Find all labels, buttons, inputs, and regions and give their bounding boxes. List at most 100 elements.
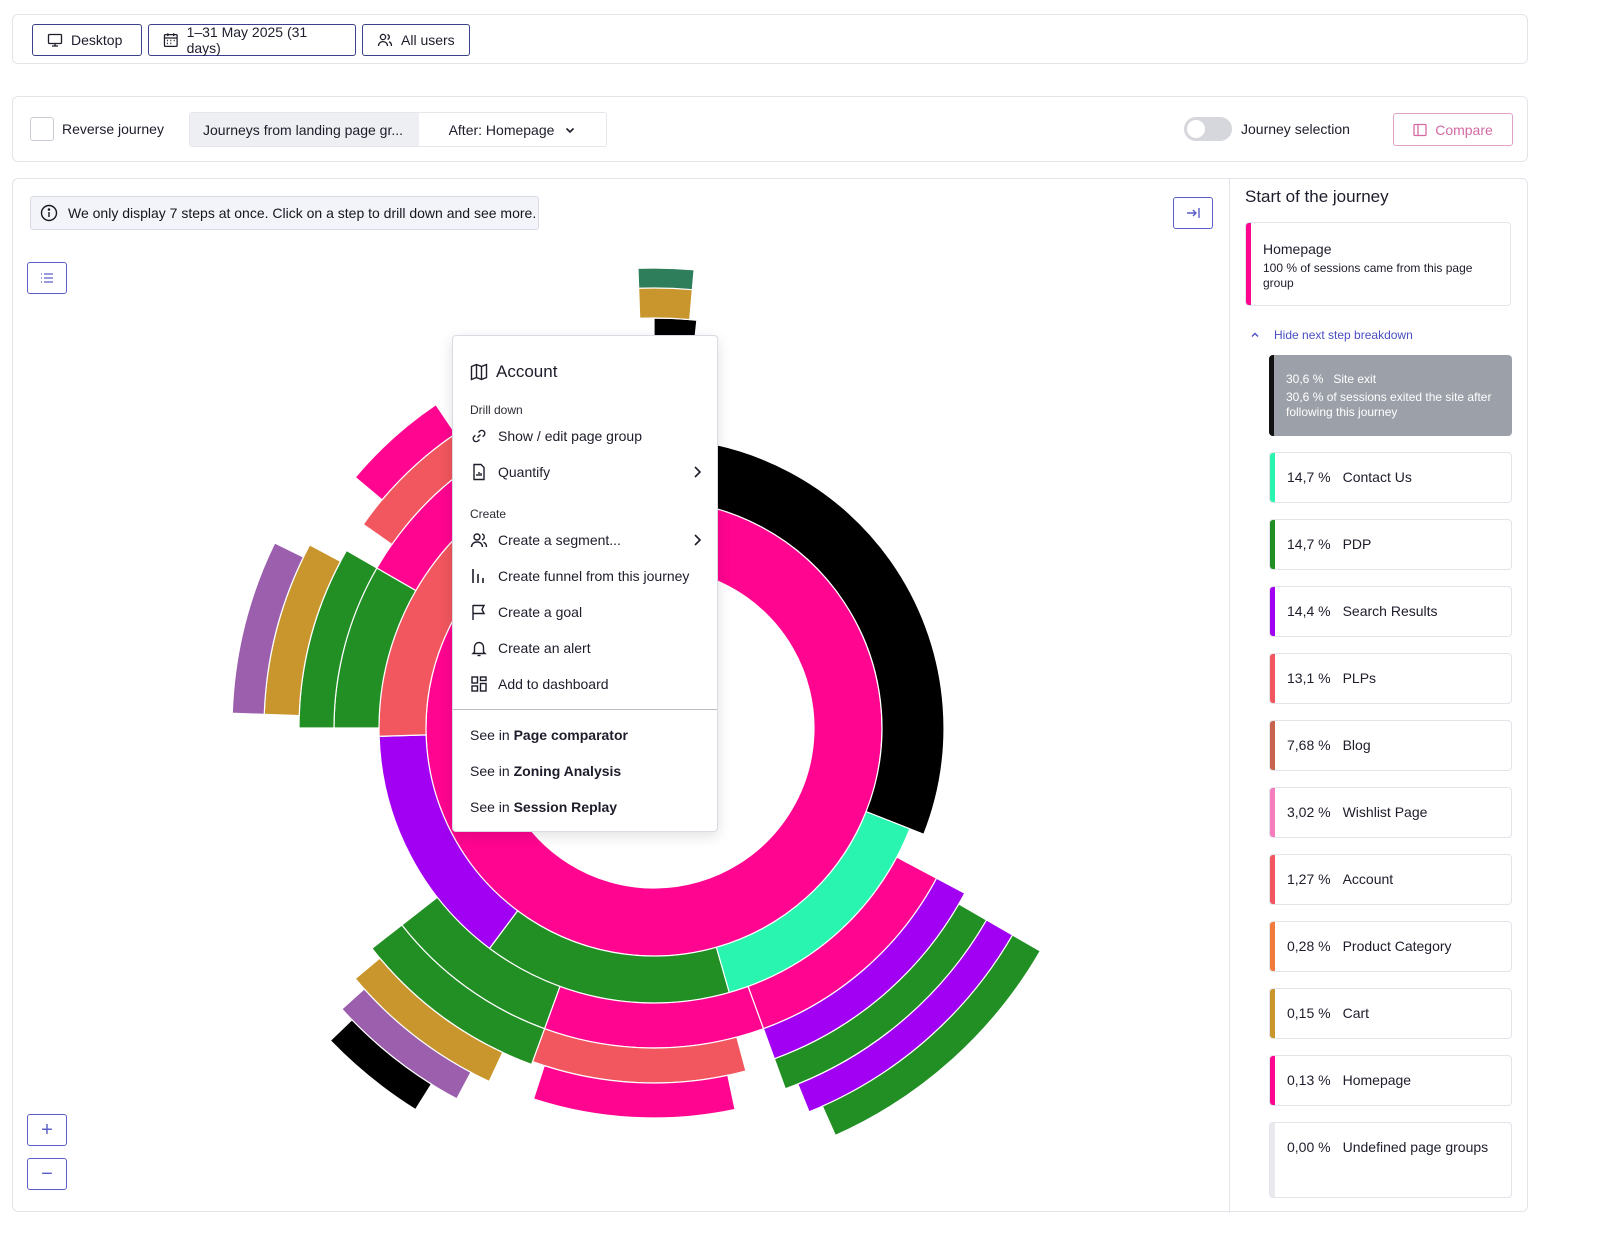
see-in-prefix: See in xyxy=(470,763,510,779)
journey-selection-toggle[interactable] xyxy=(1184,117,1232,141)
create-funnel-item[interactable]: Create funnel from this journey xyxy=(470,564,706,588)
breakdown-pct: 14,7 % xyxy=(1287,536,1331,552)
breakdown-item-text: 14,4 % Search Results xyxy=(1287,603,1507,620)
color-bar xyxy=(1270,520,1275,569)
journey-selection-label: Journey selection xyxy=(1241,121,1350,137)
create-alert-item[interactable]: Create an alert xyxy=(470,636,706,660)
breakdown-label: Wishlist Page xyxy=(1342,804,1428,820)
breakdown-item[interactable]: 0,00 % Undefined page groups xyxy=(1269,1122,1512,1198)
exit-label: Site exit xyxy=(1333,372,1377,386)
breakdown-item-text: 7,68 % Blog xyxy=(1287,737,1507,754)
color-bar xyxy=(1270,855,1275,904)
sunburst-segment-deep-step[interactable] xyxy=(821,934,1042,1137)
color-bar xyxy=(1246,223,1251,305)
see-in-zoning-analysis-item[interactable]: See in Zoning Analysis xyxy=(470,763,621,779)
breakdown-label: Homepage xyxy=(1342,1072,1412,1088)
calendar-icon xyxy=(163,33,178,47)
color-bar xyxy=(1269,355,1274,436)
breakdown-item[interactable]: 7,68 % Blog xyxy=(1269,720,1512,771)
breakdown-label: PLPs xyxy=(1342,670,1377,686)
breakdown-item[interactable]: 14,7 % Contact Us xyxy=(1269,452,1512,503)
list-icon xyxy=(41,273,53,283)
journey-start-card[interactable]: Homepage 100 % of sessions came from thi… xyxy=(1245,222,1511,306)
chevron-down-icon xyxy=(566,127,575,133)
breakdown-label: Contact Us xyxy=(1342,469,1412,485)
sunburst-segment-deep-step[interactable] xyxy=(329,1018,433,1111)
breakdown-item-text: 13,1 % PLPs xyxy=(1287,670,1507,687)
create-segment-item[interactable]: Create a segment... xyxy=(470,528,706,552)
quantify-label: Quantify xyxy=(498,464,551,480)
create-alert-label: Create an alert xyxy=(498,640,591,656)
breakdown-item[interactable]: 0,15 % Cart xyxy=(1269,988,1512,1039)
users-icon xyxy=(377,33,393,47)
plus-icon: + xyxy=(41,1118,53,1141)
segment-filter-button[interactable]: All users xyxy=(362,24,470,56)
zoom-in-button[interactable]: + xyxy=(27,1114,67,1146)
color-bar xyxy=(1270,1123,1275,1197)
see-in-session-replay-item[interactable]: See in Session Replay xyxy=(470,799,617,815)
sidebar-title: Start of the journey xyxy=(1245,187,1389,206)
info-icon xyxy=(40,204,58,222)
zoning-analysis-label: Zoning Analysis xyxy=(513,763,622,779)
date-range-label: 1–31 May 2025 (31 days) xyxy=(186,24,308,56)
breakdown-item[interactable]: 1,27 % Account xyxy=(1269,854,1512,905)
create-goal-label: Create a goal xyxy=(498,604,583,620)
zoom-out-button[interactable]: − xyxy=(27,1158,67,1190)
map-icon xyxy=(470,363,488,381)
info-banner-text: We only display 7 steps at once. Click o… xyxy=(68,205,537,221)
breakdown-item[interactable]: 14,7 % PDP xyxy=(1269,519,1512,570)
exit-pct: 30,6 % xyxy=(1286,372,1324,386)
create-goal-item[interactable]: Create a goal xyxy=(470,600,706,624)
sunburst-segment-deep-step[interactable] xyxy=(532,1064,736,1119)
color-bar xyxy=(1270,654,1275,703)
see-in-page-comparator-item[interactable]: See in Page comparator xyxy=(470,727,628,743)
breakdown-item-text: 0,15 % Cart xyxy=(1287,1005,1507,1022)
options-bar: Reverse journey Journeys from landing pa… xyxy=(12,96,1528,162)
color-bar xyxy=(1270,587,1275,636)
breakdown-item[interactable]: 13,1 % PLPs xyxy=(1269,653,1512,704)
scope-dropdown[interactable]: Journeys from landing page gr... xyxy=(190,113,419,146)
create-heading: Create xyxy=(470,507,507,521)
date-range-button[interactable]: 1–31 May 2025 (31 days) xyxy=(148,24,356,56)
chevron-up-icon xyxy=(1251,332,1259,337)
see-in-prefix: See in xyxy=(470,799,510,815)
breakdown-item[interactable]: 3,02 % Wishlist Page xyxy=(1269,787,1512,838)
breakdown-pct: 0,13 % xyxy=(1287,1072,1331,1088)
breakdown-item[interactable]: 14,4 % Search Results xyxy=(1269,586,1512,637)
menu-title-text: Account xyxy=(496,362,558,381)
users-icon xyxy=(470,533,488,548)
after-label: After: Homepage xyxy=(448,121,555,138)
breakdown-pct: 7,68 % xyxy=(1287,737,1331,753)
device-filter-button[interactable]: Desktop xyxy=(32,24,142,56)
flag-icon xyxy=(472,604,486,620)
compare-label: Compare xyxy=(1435,121,1493,138)
reverse-journey-checkbox[interactable] xyxy=(30,117,54,141)
legend-list-button[interactable] xyxy=(27,262,67,294)
hide-breakdown-link[interactable]: Hide next step breakdown xyxy=(1250,328,1413,342)
breakdown-item-text: 1,27 % Account xyxy=(1287,871,1507,888)
start-card-name: Homepage xyxy=(1263,241,1332,257)
breakdown-label: Product Category xyxy=(1342,938,1452,954)
add-to-dashboard-item[interactable]: Add to dashboard xyxy=(470,672,706,696)
add-dashboard-label: Add to dashboard xyxy=(498,676,609,692)
site-exit-card[interactable]: 30,6 % Site exit 30,6 % of sessions exit… xyxy=(1269,355,1512,436)
compare-button[interactable]: Compare xyxy=(1393,113,1513,146)
sunburst-segment-deep-step[interactable] xyxy=(638,287,693,321)
compare-icon xyxy=(1413,123,1427,136)
breakdown-item-text: 0,13 % Homepage xyxy=(1287,1072,1507,1089)
breakdown-item[interactable]: 0,28 % Product Category xyxy=(1269,921,1512,972)
breakdown-item-text: 0,00 % Undefined page groups xyxy=(1287,1139,1507,1156)
segment-filter-label: All users xyxy=(401,32,455,48)
breakdown-pct: 0,15 % xyxy=(1287,1005,1331,1021)
quantify-item[interactable]: Quantify xyxy=(470,460,706,484)
breakdown-pct: 0,00 % xyxy=(1287,1139,1331,1155)
color-bar xyxy=(1270,721,1275,770)
arrow-right-to-line-icon xyxy=(1187,208,1200,218)
minus-icon: − xyxy=(41,1162,53,1185)
show-edit-page-group-item[interactable]: Show / edit page group xyxy=(470,424,706,448)
breakdown-item[interactable]: 0,13 % Homepage xyxy=(1269,1055,1512,1106)
scope-label: Journeys from landing page gr... xyxy=(203,121,404,138)
collapse-sidebar-button[interactable] xyxy=(1173,197,1213,229)
after-dropdown[interactable]: After: Homepage xyxy=(419,113,606,146)
sunburst-segment-deep-step[interactable] xyxy=(231,542,305,716)
